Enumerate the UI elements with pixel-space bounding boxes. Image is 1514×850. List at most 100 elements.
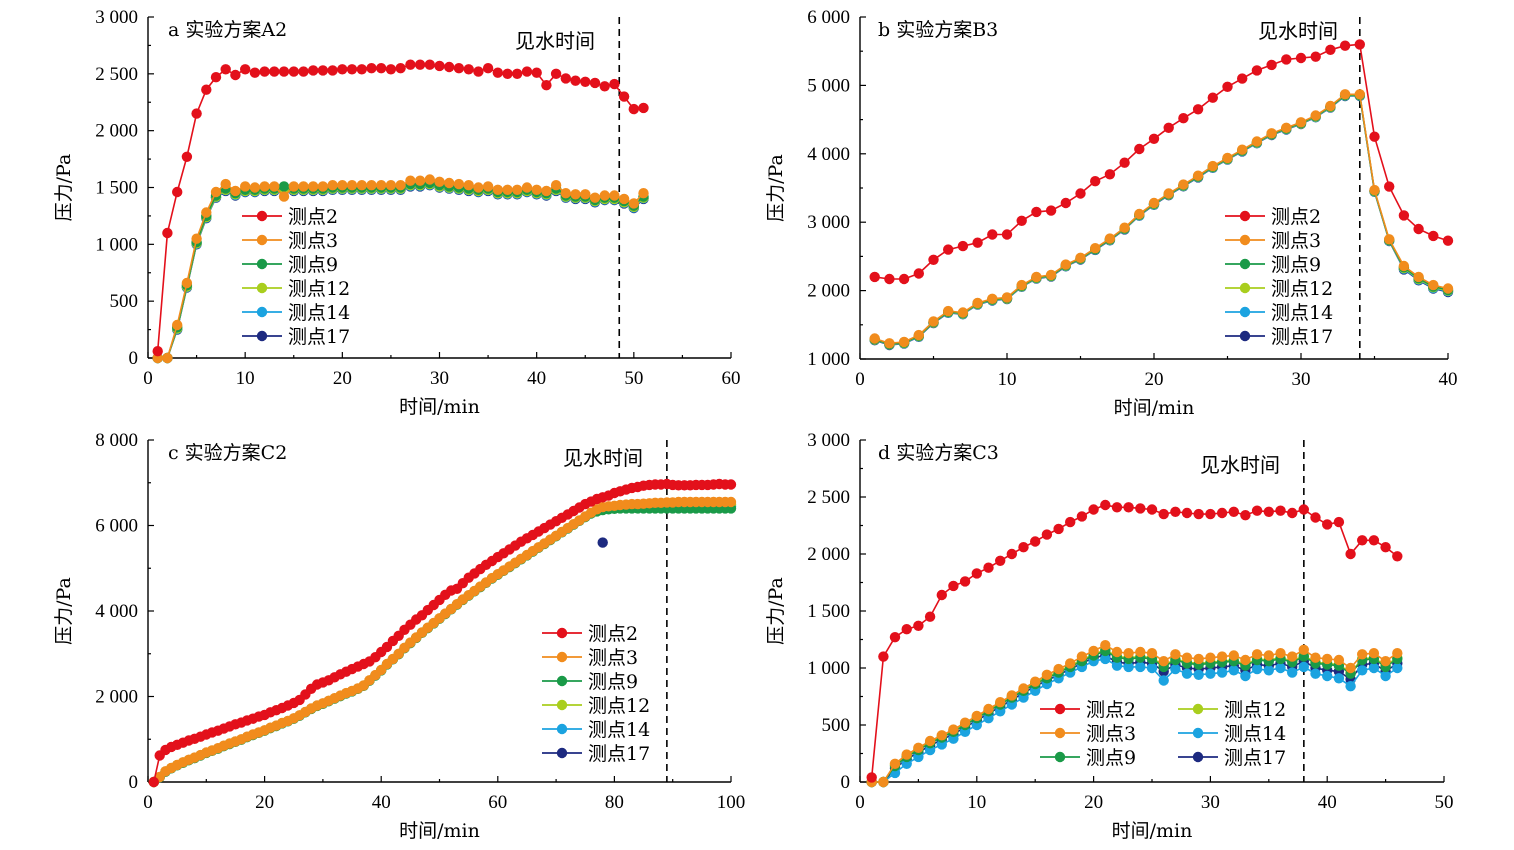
data-point <box>589 192 601 203</box>
data-point <box>327 180 338 191</box>
data-point <box>346 64 358 75</box>
data-point <box>327 65 338 76</box>
x-tick-label: 30 <box>1292 369 1311 390</box>
x-axis-label: 时间/min <box>399 820 480 842</box>
series-测点2 <box>869 39 1454 285</box>
x-tick-label: 40 <box>1318 792 1337 813</box>
x-tick-label: 0 <box>855 369 865 390</box>
data-point <box>1275 662 1286 674</box>
data-point <box>884 338 895 349</box>
data-point <box>482 62 494 74</box>
data-point <box>1146 504 1158 515</box>
data-point <box>1322 519 1333 530</box>
data-point <box>1018 683 1029 694</box>
data-point <box>1251 649 1263 660</box>
legend-label: 测点9 <box>1271 254 1321 276</box>
data-point <box>278 66 290 77</box>
data-point <box>1384 234 1395 245</box>
data-point <box>1163 122 1174 133</box>
data-point <box>1237 73 1248 84</box>
data-point <box>924 735 936 747</box>
legend-marker <box>1239 282 1251 294</box>
data-point <box>1065 658 1076 669</box>
data-point <box>869 271 880 283</box>
data-point <box>1240 510 1251 521</box>
data-point <box>1392 551 1403 562</box>
y-axis-label: 压力/Pa <box>53 577 75 645</box>
data-point <box>191 108 202 119</box>
data-point <box>220 178 231 190</box>
legend-marker <box>556 699 568 711</box>
data-point <box>957 307 969 318</box>
data-point <box>1053 663 1064 675</box>
data-point <box>1339 89 1351 100</box>
data-point <box>191 233 202 244</box>
data-point <box>1251 136 1263 147</box>
data-point <box>1413 271 1424 283</box>
data-point <box>618 193 630 205</box>
data-point <box>181 151 193 162</box>
data-point <box>1333 654 1345 666</box>
y-tick-label: 1 000 <box>95 234 138 255</box>
legend-label: 测点9 <box>588 671 638 693</box>
data-point <box>580 189 591 200</box>
y-tick-label: 0 <box>129 772 139 793</box>
data-point <box>725 496 737 508</box>
data-point <box>1031 206 1042 218</box>
data-point <box>1016 279 1027 291</box>
legend-marker <box>1054 703 1066 715</box>
data-point <box>1111 646 1123 658</box>
y-tick-label: 2 000 <box>95 121 138 142</box>
legend-label: 测点3 <box>1271 230 1321 252</box>
series-line <box>871 650 1398 783</box>
series-测点3 <box>866 640 1403 788</box>
data-point <box>1193 653 1204 665</box>
legend-label: 测点17 <box>588 743 650 765</box>
data-point <box>1158 508 1169 520</box>
series-line <box>874 43 1449 280</box>
series-测点17 <box>152 180 649 364</box>
data-point <box>928 254 939 265</box>
data-point <box>628 103 639 115</box>
data-point <box>1298 504 1310 515</box>
y-tick-label: 3 000 <box>807 430 850 451</box>
data-point <box>1442 283 1454 294</box>
y-tick-label: 3 000 <box>95 7 138 28</box>
y-tick-label: 0 <box>841 772 851 793</box>
legend-marker <box>1054 751 1066 763</box>
data-point <box>1310 668 1321 679</box>
data-point <box>308 65 319 76</box>
legend-marker <box>256 306 268 318</box>
data-point <box>1266 128 1277 139</box>
data-point <box>1398 210 1410 221</box>
data-point <box>1354 39 1366 50</box>
data-point <box>580 76 591 88</box>
data-point <box>162 227 173 239</box>
x-axis-label: 时间/min <box>399 396 480 418</box>
data-point <box>1158 675 1169 686</box>
data-point <box>1041 669 1053 680</box>
series-line <box>157 183 645 359</box>
data-point <box>1310 51 1321 62</box>
data-point <box>1030 676 1041 687</box>
data-point <box>259 66 270 77</box>
data-point <box>502 184 513 195</box>
x-tick-label: 0 <box>143 368 153 389</box>
data-point <box>983 703 994 715</box>
data-point <box>948 580 959 592</box>
data-point <box>609 190 620 201</box>
data-point <box>1287 667 1298 678</box>
legend-label: 测点2 <box>1086 699 1136 721</box>
data-point <box>405 175 416 186</box>
breakthrough-label: 见水时间 <box>515 29 595 53</box>
data-point <box>1357 535 1368 546</box>
data-point <box>414 59 426 70</box>
y-tick-label: 8 000 <box>95 430 138 451</box>
y-tick-label: 6 000 <box>807 7 850 28</box>
data-point <box>317 181 329 192</box>
data-point <box>884 273 895 285</box>
data-point <box>1207 92 1219 103</box>
data-point <box>1369 184 1380 196</box>
